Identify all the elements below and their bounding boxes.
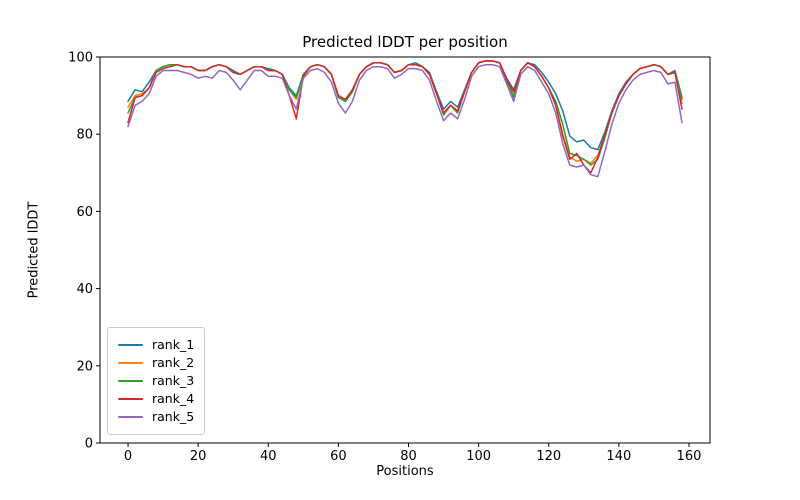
legend-swatch-rank_5 xyxy=(118,416,143,418)
legend-swatch-rank_3 xyxy=(118,380,143,382)
x-tick-label: 100 xyxy=(466,449,491,464)
x-tick-label: 120 xyxy=(536,449,561,464)
x-axis-label: Positions xyxy=(376,464,434,479)
legend-label: rank_1 xyxy=(152,336,195,352)
legend-entry-rank_2: rank_2 xyxy=(118,354,194,372)
y-tick-label: 60 xyxy=(76,205,93,220)
legend-swatch-rank_2 xyxy=(118,362,143,364)
legend-label: rank_2 xyxy=(152,354,195,370)
axes-frame xyxy=(99,56,711,444)
x-tick-label: 140 xyxy=(606,449,631,464)
legend-entry-rank_5: rank_5 xyxy=(118,408,194,426)
y-tick-label: 40 xyxy=(76,282,93,297)
y-tick-label: 100 xyxy=(68,51,93,66)
legend-swatch-rank_1 xyxy=(118,344,143,346)
y-tick-label: 80 xyxy=(76,128,93,143)
legend-entry-rank_3: rank_3 xyxy=(118,372,194,390)
x-tick-label: 40 xyxy=(260,449,277,464)
legend-label: rank_3 xyxy=(152,372,195,388)
chart-title: Predicted lDDT per position xyxy=(302,33,508,51)
y-tick-label: 20 xyxy=(76,359,93,374)
x-tick-label: 0 xyxy=(124,449,132,464)
series-line-rank_5 xyxy=(127,63,683,178)
legend-entry-rank_4: rank_4 xyxy=(118,390,194,408)
legend-entry-rank_1: rank_1 xyxy=(118,336,194,354)
x-tick-label: 20 xyxy=(190,449,207,464)
y-axis-label: Predicted lDDT xyxy=(26,201,42,299)
legend: rank_1 rank_2 rank_3 rank_4 rank_5 xyxy=(107,327,206,435)
x-tick-label: 80 xyxy=(400,449,417,464)
x-tick-label: 160 xyxy=(677,449,702,464)
series-line-rank_3 xyxy=(127,60,683,166)
y-tick-label: 0 xyxy=(85,437,93,452)
x-tick-label: 60 xyxy=(330,449,347,464)
series-line-rank_1 xyxy=(127,60,683,151)
legend-label: rank_4 xyxy=(152,390,195,406)
legend-label: rank_5 xyxy=(152,408,195,424)
series-line-rank_4 xyxy=(127,60,683,174)
legend-swatch-rank_4 xyxy=(118,398,143,400)
